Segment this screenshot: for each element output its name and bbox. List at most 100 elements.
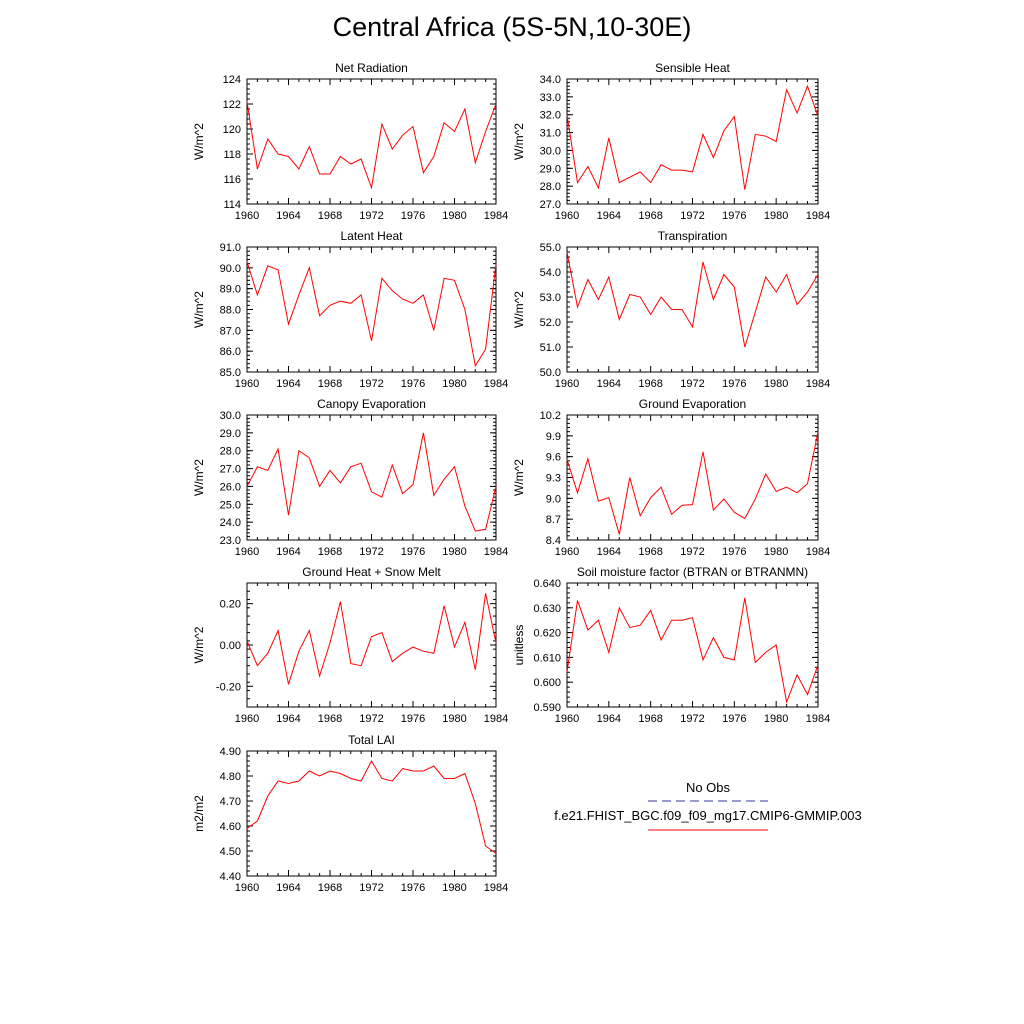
y-axis-label: W/m^2 (192, 291, 206, 328)
y-tick-label: 122 (223, 99, 241, 111)
x-tick-label: 1980 (764, 378, 788, 390)
y-tick-label: 50.0 (540, 367, 561, 379)
chart-title: Canopy Evaporation (317, 397, 426, 411)
x-tick-label: 1968 (638, 210, 662, 222)
x-tick-label: 1984 (484, 882, 508, 894)
y-tick-label: 9.3 (546, 473, 561, 485)
x-tick-label: 1964 (597, 546, 621, 558)
x-tick-label: 1972 (680, 713, 704, 725)
chart-title: Total LAI (348, 733, 395, 747)
x-tick-label: 1964 (276, 378, 300, 390)
x-tick-label: 1972 (680, 210, 704, 222)
y-tick-label: 24.0 (220, 517, 241, 529)
plot-frame (246, 750, 497, 877)
y-tick-label: 89.0 (220, 284, 241, 296)
chart-panel-6: Ground Evaporation W/m^2 1960 1964 1968 1972 1… (512, 397, 830, 558)
chart-panel-1: Net Radiation W/m^2 1960 1964 1968 1972 1976 19… (192, 61, 508, 222)
x-tick-label: 1984 (806, 713, 830, 725)
x-tick-label: 1964 (597, 378, 621, 390)
x-tick-label: 1984 (484, 378, 508, 390)
x-tick-label: 1960 (555, 713, 579, 725)
y-tick-label: 28.0 (220, 446, 241, 458)
y-tick-label: 10.2 (540, 410, 561, 422)
chart-title: Latent Heat (340, 229, 403, 243)
y-tick-label: 0.20 (220, 599, 241, 611)
chart-title: Sensible Heat (655, 61, 730, 75)
y-tick-label: 87.0 (220, 325, 241, 337)
y-axis-label: m2/m2 (192, 795, 206, 832)
x-tick-label: 1968 (638, 546, 662, 558)
y-tick-label: 118 (223, 149, 241, 161)
y-tick-label: 0.640 (533, 578, 561, 590)
page-title: Central Africa (5S-5N,10-30E) (332, 12, 692, 42)
chart-panel-4: Transpiration W/m^2 1960 1964 1968 1972 1976 19… (512, 229, 830, 390)
y-tick-label: 23.0 (220, 535, 241, 547)
x-tick-label: 1972 (359, 713, 383, 725)
x-tick-label: 1984 (806, 378, 830, 390)
x-tick-label: 1960 (555, 378, 579, 390)
x-tick-label: 1968 (318, 546, 342, 558)
y-tick-label: 0.00 (220, 640, 241, 652)
series-line (246, 101, 497, 190)
y-tick-label: 28.0 (540, 181, 561, 193)
x-tick-label: 1968 (318, 210, 342, 222)
chart-title: Soil moisture factor (BTRAN or BTRANMN) (577, 565, 808, 579)
x-tick-label: 1984 (484, 713, 508, 725)
y-tick-label: 0.630 (533, 603, 561, 615)
y-tick-label: 29.0 (220, 428, 241, 440)
x-tick-label: 1960 (235, 713, 259, 725)
y-tick-label: 0.610 (533, 652, 561, 664)
x-tick-label: 1964 (597, 210, 621, 222)
series-line (566, 431, 819, 535)
series-line (246, 759, 497, 854)
plot-frame (566, 582, 819, 708)
chart-panel-5: Canopy Evaporation W/m^2 1960 1964 1968 1972 1… (192, 397, 508, 558)
x-tick-label: 1980 (442, 378, 466, 390)
x-tick-label: 1984 (484, 210, 508, 222)
series-line (566, 84, 819, 190)
x-tick-label: 1984 (806, 210, 830, 222)
plot-frame (246, 414, 497, 541)
x-tick-label: 1960 (555, 546, 579, 558)
x-tick-label: 1984 (806, 546, 830, 558)
x-tick-label: 1972 (359, 210, 383, 222)
y-tick-label: 124 (223, 74, 241, 86)
y-tick-label: 31.0 (540, 128, 561, 140)
legend-model-label: f.e21.FHIST_BGC.f09_f09_mg17.CMIP6-GMMIP… (554, 808, 862, 823)
x-tick-label: 1972 (680, 546, 704, 558)
x-tick-label: 1980 (442, 713, 466, 725)
y-tick-label: 34.0 (540, 74, 561, 86)
x-tick-label: 1976 (401, 546, 425, 558)
y-axis-label: W/m^2 (192, 626, 206, 663)
y-tick-label: 9.9 (546, 431, 561, 443)
x-tick-label: 1964 (276, 546, 300, 558)
x-tick-label: 1964 (597, 713, 621, 725)
y-axis-label: W/m^2 (192, 459, 206, 496)
y-tick-label: 85.0 (220, 367, 241, 379)
y-tick-label: 114 (223, 199, 241, 211)
x-tick-label: 1972 (359, 378, 383, 390)
y-tick-label: 88.0 (220, 305, 241, 317)
chart-panel-9: Total LAI m2/m2 1960 1964 1968 1972 1976 1980 19… (192, 733, 508, 894)
plot-frame (246, 582, 497, 708)
x-tick-label: 1960 (235, 378, 259, 390)
x-tick-label: 1960 (235, 210, 259, 222)
x-tick-label: 1980 (442, 546, 466, 558)
y-tick-label: 0.590 (533, 702, 561, 714)
x-tick-label: 1960 (235, 882, 259, 894)
y-tick-label: -0.20 (216, 681, 241, 693)
y-tick-label: 9.0 (546, 493, 561, 505)
series-line (566, 597, 819, 704)
x-tick-label: 1984 (484, 546, 508, 558)
y-tick-label: 4.80 (220, 771, 241, 783)
y-axis-label: unitless (512, 625, 526, 666)
y-tick-label: 32.0 (540, 110, 561, 122)
chart-panel-3: Latent Heat W/m^2 1960 1964 1968 1972 1976 1980… (192, 229, 508, 390)
y-tick-label: 53.0 (540, 292, 561, 304)
legend: No Obs f.e21.FHIST_BGC.f09_f09_mg17.CMIP… (554, 780, 862, 831)
y-tick-label: 91.0 (220, 242, 241, 254)
x-tick-label: 1960 (235, 546, 259, 558)
x-tick-label: 1972 (680, 378, 704, 390)
y-tick-label: 4.50 (220, 846, 241, 858)
